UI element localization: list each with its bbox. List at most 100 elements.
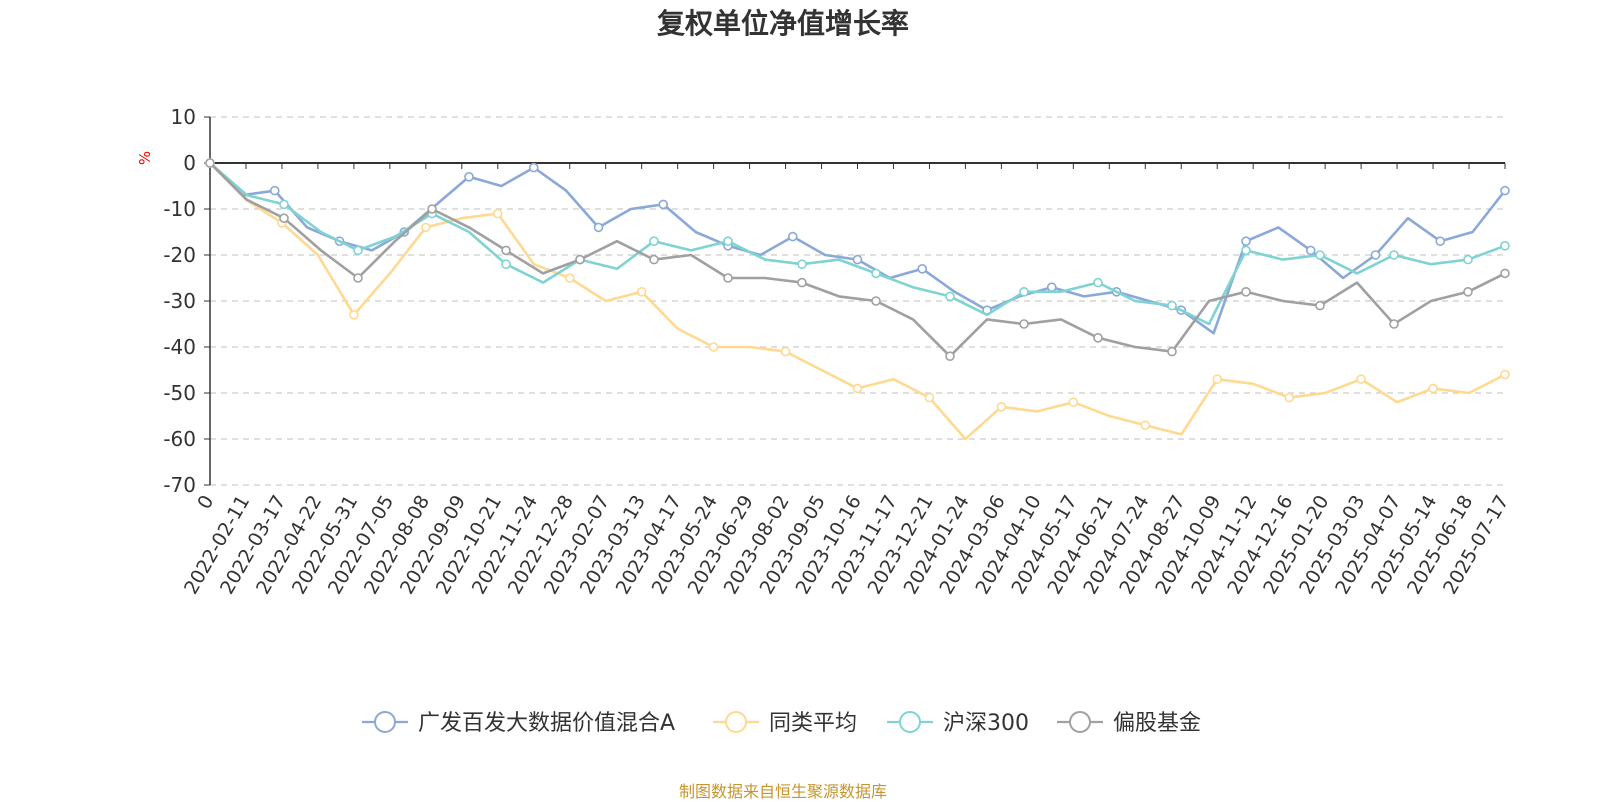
data-point <box>1140 420 1151 431</box>
y-tick-label: -30 <box>163 289 196 313</box>
data-point <box>353 273 363 283</box>
data-point <box>1315 250 1325 260</box>
data-point <box>205 158 215 168</box>
data-point <box>1370 250 1381 260</box>
legend-swatch-marker <box>374 711 396 733</box>
data-point <box>1212 374 1223 385</box>
y-tick-label: 0 <box>183 151 196 175</box>
data-point <box>1356 374 1366 385</box>
data-point <box>1046 282 1057 293</box>
data-point <box>780 346 791 357</box>
legend-swatch-marker <box>1069 711 1091 733</box>
data-point <box>492 208 503 219</box>
data-point <box>924 392 935 403</box>
data-point <box>996 401 1007 412</box>
series-1 <box>205 158 1510 441</box>
data-point <box>658 199 669 210</box>
data-point <box>528 162 539 173</box>
y-tick-label: -40 <box>163 335 196 359</box>
y-tick-label: 10 <box>171 105 196 129</box>
data-point <box>852 383 863 394</box>
data-point <box>787 231 798 242</box>
legend-item: 偏股基金 <box>1057 711 1201 736</box>
data-point <box>593 222 604 233</box>
data-point <box>1389 250 1399 260</box>
data-point <box>501 259 511 270</box>
data-point <box>1500 268 1510 279</box>
data-point <box>1500 185 1510 196</box>
series-0 <box>205 158 1510 335</box>
data-point <box>1463 286 1473 297</box>
legend-label: 沪深300 <box>943 711 1029 736</box>
data-point <box>349 309 359 320</box>
data-point <box>1241 286 1251 297</box>
legend-swatch-marker <box>899 711 921 733</box>
data-point <box>1428 383 1438 394</box>
data-point <box>945 351 955 362</box>
data-point <box>1241 236 1251 246</box>
data-point <box>1093 332 1103 343</box>
data-point <box>797 277 807 288</box>
legend-swatch-marker <box>725 711 747 733</box>
data-point <box>1019 319 1029 329</box>
data-point <box>1167 300 1177 311</box>
legend: 广发百发大数据价值混合A 同类平均 沪深300 偏股基金 <box>362 711 1201 736</box>
y-tick-label: -70 <box>163 473 196 497</box>
data-point <box>852 254 863 265</box>
legend-label: 同类平均 <box>769 711 857 736</box>
legend-item: 沪深300 <box>887 711 1029 736</box>
data-point <box>1315 300 1325 311</box>
data-point <box>871 268 881 279</box>
data-point <box>1241 245 1251 256</box>
data-point <box>1068 397 1079 408</box>
axes: 100-10-20-30-40-50-60-70%02022-02-112022… <box>136 105 1513 598</box>
data-point <box>723 273 733 283</box>
data-point <box>464 172 474 182</box>
gridlines <box>210 116 1505 486</box>
series-line <box>209 162 1506 358</box>
data-point <box>1093 277 1103 288</box>
data-point <box>649 236 659 246</box>
data-point <box>1019 286 1029 297</box>
y-tick-label: -10 <box>163 197 196 221</box>
y-tick-label: -50 <box>163 381 196 405</box>
data-point <box>1389 319 1399 329</box>
series-3 <box>205 158 1510 362</box>
series-lines <box>205 158 1510 441</box>
data-point <box>1284 392 1294 403</box>
data-point <box>917 263 928 274</box>
data-point <box>564 273 575 283</box>
chart-title: 复权单位净值增长率 <box>656 7 909 40</box>
data-point <box>575 254 585 265</box>
series-2 <box>205 158 1510 326</box>
data-point <box>945 291 955 302</box>
data-point <box>353 245 363 256</box>
y-tick-label: -60 <box>163 427 196 451</box>
series-line <box>209 162 1506 326</box>
data-point <box>797 259 807 270</box>
data-point <box>1463 254 1473 265</box>
data-point <box>279 199 289 210</box>
source-note: 制图数据来自恒生聚源数据库 <box>678 782 887 801</box>
x-tick-label: 0 <box>193 492 218 513</box>
legend-label: 广发百发大数据价值混合A <box>418 711 675 736</box>
data-point <box>723 236 733 246</box>
legend-label: 偏股基金 <box>1113 711 1201 736</box>
legend-item: 广发百发大数据价值混合A <box>362 711 675 736</box>
data-point <box>427 204 437 214</box>
data-point <box>649 254 659 265</box>
data-point <box>1500 241 1510 251</box>
data-point <box>1500 369 1510 380</box>
data-point <box>1305 245 1316 256</box>
data-point <box>279 213 289 223</box>
data-point <box>1435 236 1446 246</box>
data-point <box>871 296 881 306</box>
data-point <box>636 286 647 297</box>
y-tick-label: -20 <box>163 243 196 267</box>
data-point <box>421 222 431 233</box>
data-point <box>269 185 280 196</box>
data-point <box>708 342 719 352</box>
data-point <box>501 245 511 256</box>
